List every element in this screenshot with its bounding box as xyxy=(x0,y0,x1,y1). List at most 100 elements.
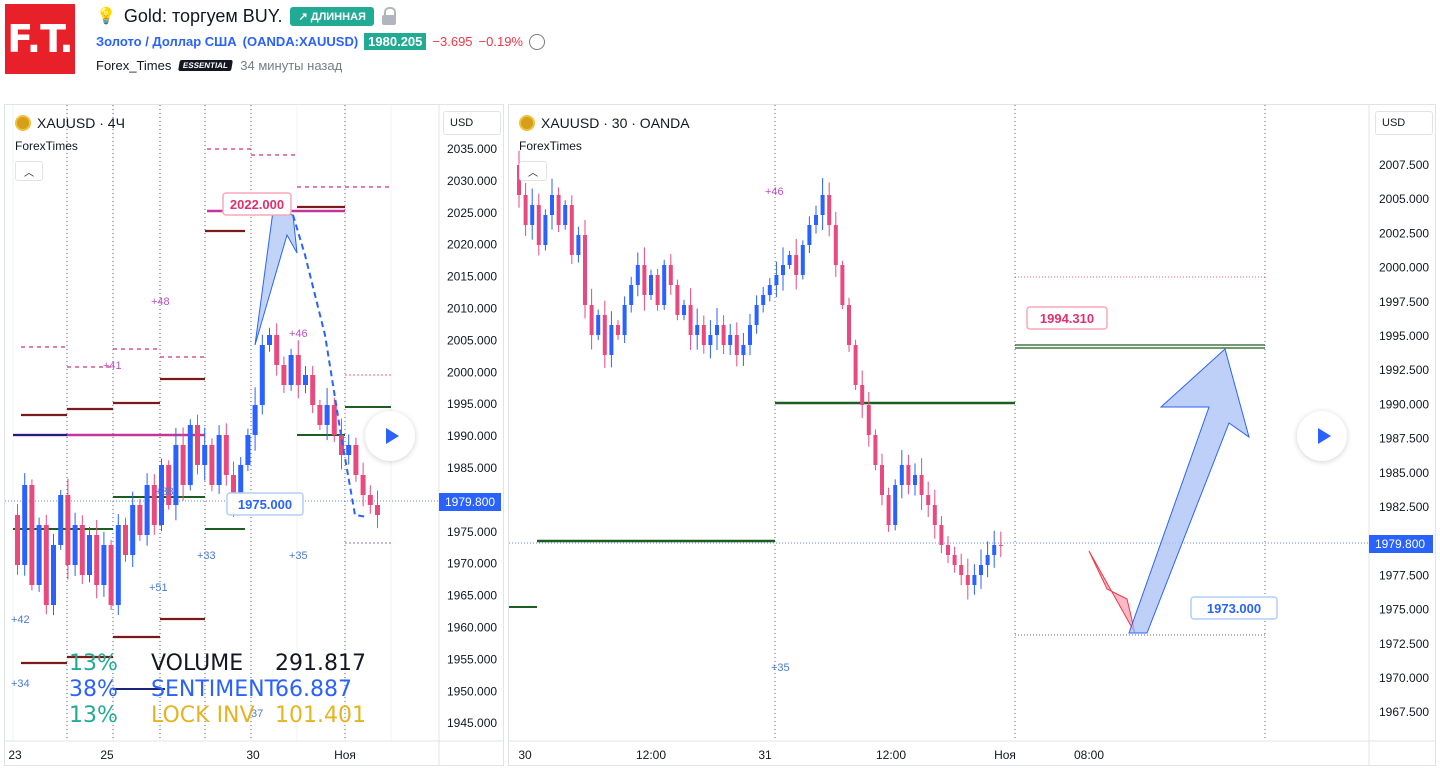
stats-percent: 13% xyxy=(69,651,118,676)
callout-label: 1994.310 xyxy=(1040,311,1094,326)
price-axis-tick: 1975.000 xyxy=(447,525,497,539)
candle-body xyxy=(682,305,686,315)
candle-body xyxy=(715,325,719,335)
current-price-marker xyxy=(439,493,501,511)
chart-legend: XAUUSD · 30 · OANDA xyxy=(519,115,690,131)
candle-body xyxy=(913,475,917,485)
price-axis-tick: 2010.000 xyxy=(447,302,497,316)
price-axis-tick: 2035.000 xyxy=(447,142,497,156)
price-axis-tick: 1982.500 xyxy=(1379,500,1429,514)
direction-badge: ↗ ДЛИННАЯ xyxy=(290,6,374,26)
callout-label: 1975.000 xyxy=(238,497,292,512)
chart-annotation: +38 xyxy=(155,486,174,498)
indicator-name: ForexTimes xyxy=(15,139,78,153)
author-logo[interactable]: F.T. xyxy=(5,4,75,74)
stats-value: 291.817 xyxy=(275,651,366,676)
currency-button[interactable]: USD xyxy=(1375,111,1433,135)
candle-body xyxy=(926,495,931,505)
symbol-code-link[interactable]: (OANDA:XAUUSD) xyxy=(242,34,359,49)
price-axis-tick: 1965.000 xyxy=(447,589,497,603)
candle-body xyxy=(530,205,535,225)
current-price-label: 1979.800 xyxy=(445,495,495,509)
candle-body xyxy=(649,275,653,295)
price-axis-tick: 2000.000 xyxy=(1379,261,1429,275)
candle-body xyxy=(231,475,236,505)
symbol-link[interactable]: Золото / Доллар США xyxy=(96,34,237,49)
candle-body xyxy=(209,445,215,485)
price-axis-tick: 1970.000 xyxy=(1379,671,1429,685)
chart-panel-4h[interactable]: XAUUSD · 4Ч ForexTimes ︿ USD xyxy=(4,104,504,766)
legend-symbol: XAUUSD · 4Ч xyxy=(37,115,125,131)
stats-value: 101.401 xyxy=(275,703,366,728)
candle-body xyxy=(556,195,561,225)
callout-box xyxy=(226,492,304,516)
symbol-row: Золото / Доллар США (OANDA:XAUUSD) 1980.… xyxy=(96,33,545,50)
candle-body xyxy=(880,465,884,495)
candle-body xyxy=(985,555,990,565)
chart-legend: XAUUSD · 4Ч xyxy=(15,115,125,131)
candle-body xyxy=(972,575,977,585)
candle-body xyxy=(820,195,825,215)
chart-annotation: +46 xyxy=(289,328,308,340)
candle-body xyxy=(741,345,746,355)
time-axis-tick: Ноя xyxy=(994,748,1016,762)
gold-coin-icon xyxy=(15,115,31,131)
candle-body xyxy=(15,515,20,565)
play-button[interactable] xyxy=(365,411,415,461)
candle-body xyxy=(688,305,693,335)
play-button[interactable] xyxy=(1297,411,1347,461)
candle-body xyxy=(602,315,607,355)
price-axis-tick: 1955.000 xyxy=(447,652,497,666)
candle-body xyxy=(159,465,164,525)
price-axis-tick: 1995.000 xyxy=(1379,329,1429,343)
candle-body xyxy=(675,285,680,315)
candle-body xyxy=(635,265,640,285)
candle-body xyxy=(195,425,200,465)
idea-title: Gold: торгуем BUY. xyxy=(123,5,283,26)
collapse-legend-button[interactable]: ︿ xyxy=(15,161,43,181)
candle-body xyxy=(734,335,739,355)
candle-body xyxy=(952,555,957,565)
author-name[interactable]: Forex_Times xyxy=(96,58,172,73)
alarm-clock-icon[interactable] xyxy=(528,33,545,50)
candle-body xyxy=(353,445,359,475)
candle-body xyxy=(58,495,64,545)
candle-body xyxy=(642,265,647,295)
time-axis-tick: 30 xyxy=(246,748,260,762)
collapse-legend-button[interactable]: ︿ xyxy=(519,161,547,181)
candle-body xyxy=(216,435,222,485)
candle-body xyxy=(130,505,136,555)
candle-body xyxy=(589,305,594,335)
candle-body xyxy=(814,215,818,225)
candle-body xyxy=(259,345,265,405)
candle-body xyxy=(616,325,620,335)
candle-body xyxy=(781,265,785,275)
candle-body xyxy=(668,265,673,285)
candle-body xyxy=(655,275,660,305)
callout-label: 1973.000 xyxy=(1207,601,1261,616)
chart-annotation: +35 xyxy=(289,550,308,562)
candle-body xyxy=(979,565,983,575)
candle-body xyxy=(137,505,143,535)
chart-panel-30m[interactable]: XAUUSD · 30 · OANDA ForexTimes ︿ USD +46… xyxy=(508,104,1436,766)
stats-row-volume: 13% VOLUME 291.817 xyxy=(69,651,366,677)
chart-canvas-4h[interactable]: +48 +41 +46 +38 +33 +35 +51 +42 +34 37 2022.000 1… xyxy=(5,105,504,766)
candle-body xyxy=(360,475,366,495)
callout-box xyxy=(222,192,292,216)
idea-header: F.T. 💡 Gold: торгуем BUY. ↗ ДЛИННАЯ Золо… xyxy=(0,0,1440,100)
title-row: 💡 Gold: торгуем BUY. ↗ ДЛИННАЯ xyxy=(96,5,396,27)
candle-body xyxy=(166,465,172,505)
candle-body xyxy=(807,225,812,245)
price-axis-tick: 2015.000 xyxy=(447,270,497,284)
candle-body xyxy=(787,255,792,265)
candle-body xyxy=(906,465,911,485)
plan-badge: ESSENTIAL xyxy=(178,60,234,71)
chart-canvas-30m[interactable]: +46 +35 1994.310 1973.000 2007.500 2005.00… xyxy=(509,105,1436,766)
current-price-label: 1979.800 xyxy=(1375,537,1425,551)
currency-button[interactable]: USD xyxy=(443,111,501,135)
chart-annotation: +34 xyxy=(11,678,30,690)
candle-body xyxy=(899,465,904,485)
time-axis-tick: 30 xyxy=(518,748,532,762)
candle-body xyxy=(833,225,838,265)
price-axis-tick: 2005.000 xyxy=(447,333,497,347)
